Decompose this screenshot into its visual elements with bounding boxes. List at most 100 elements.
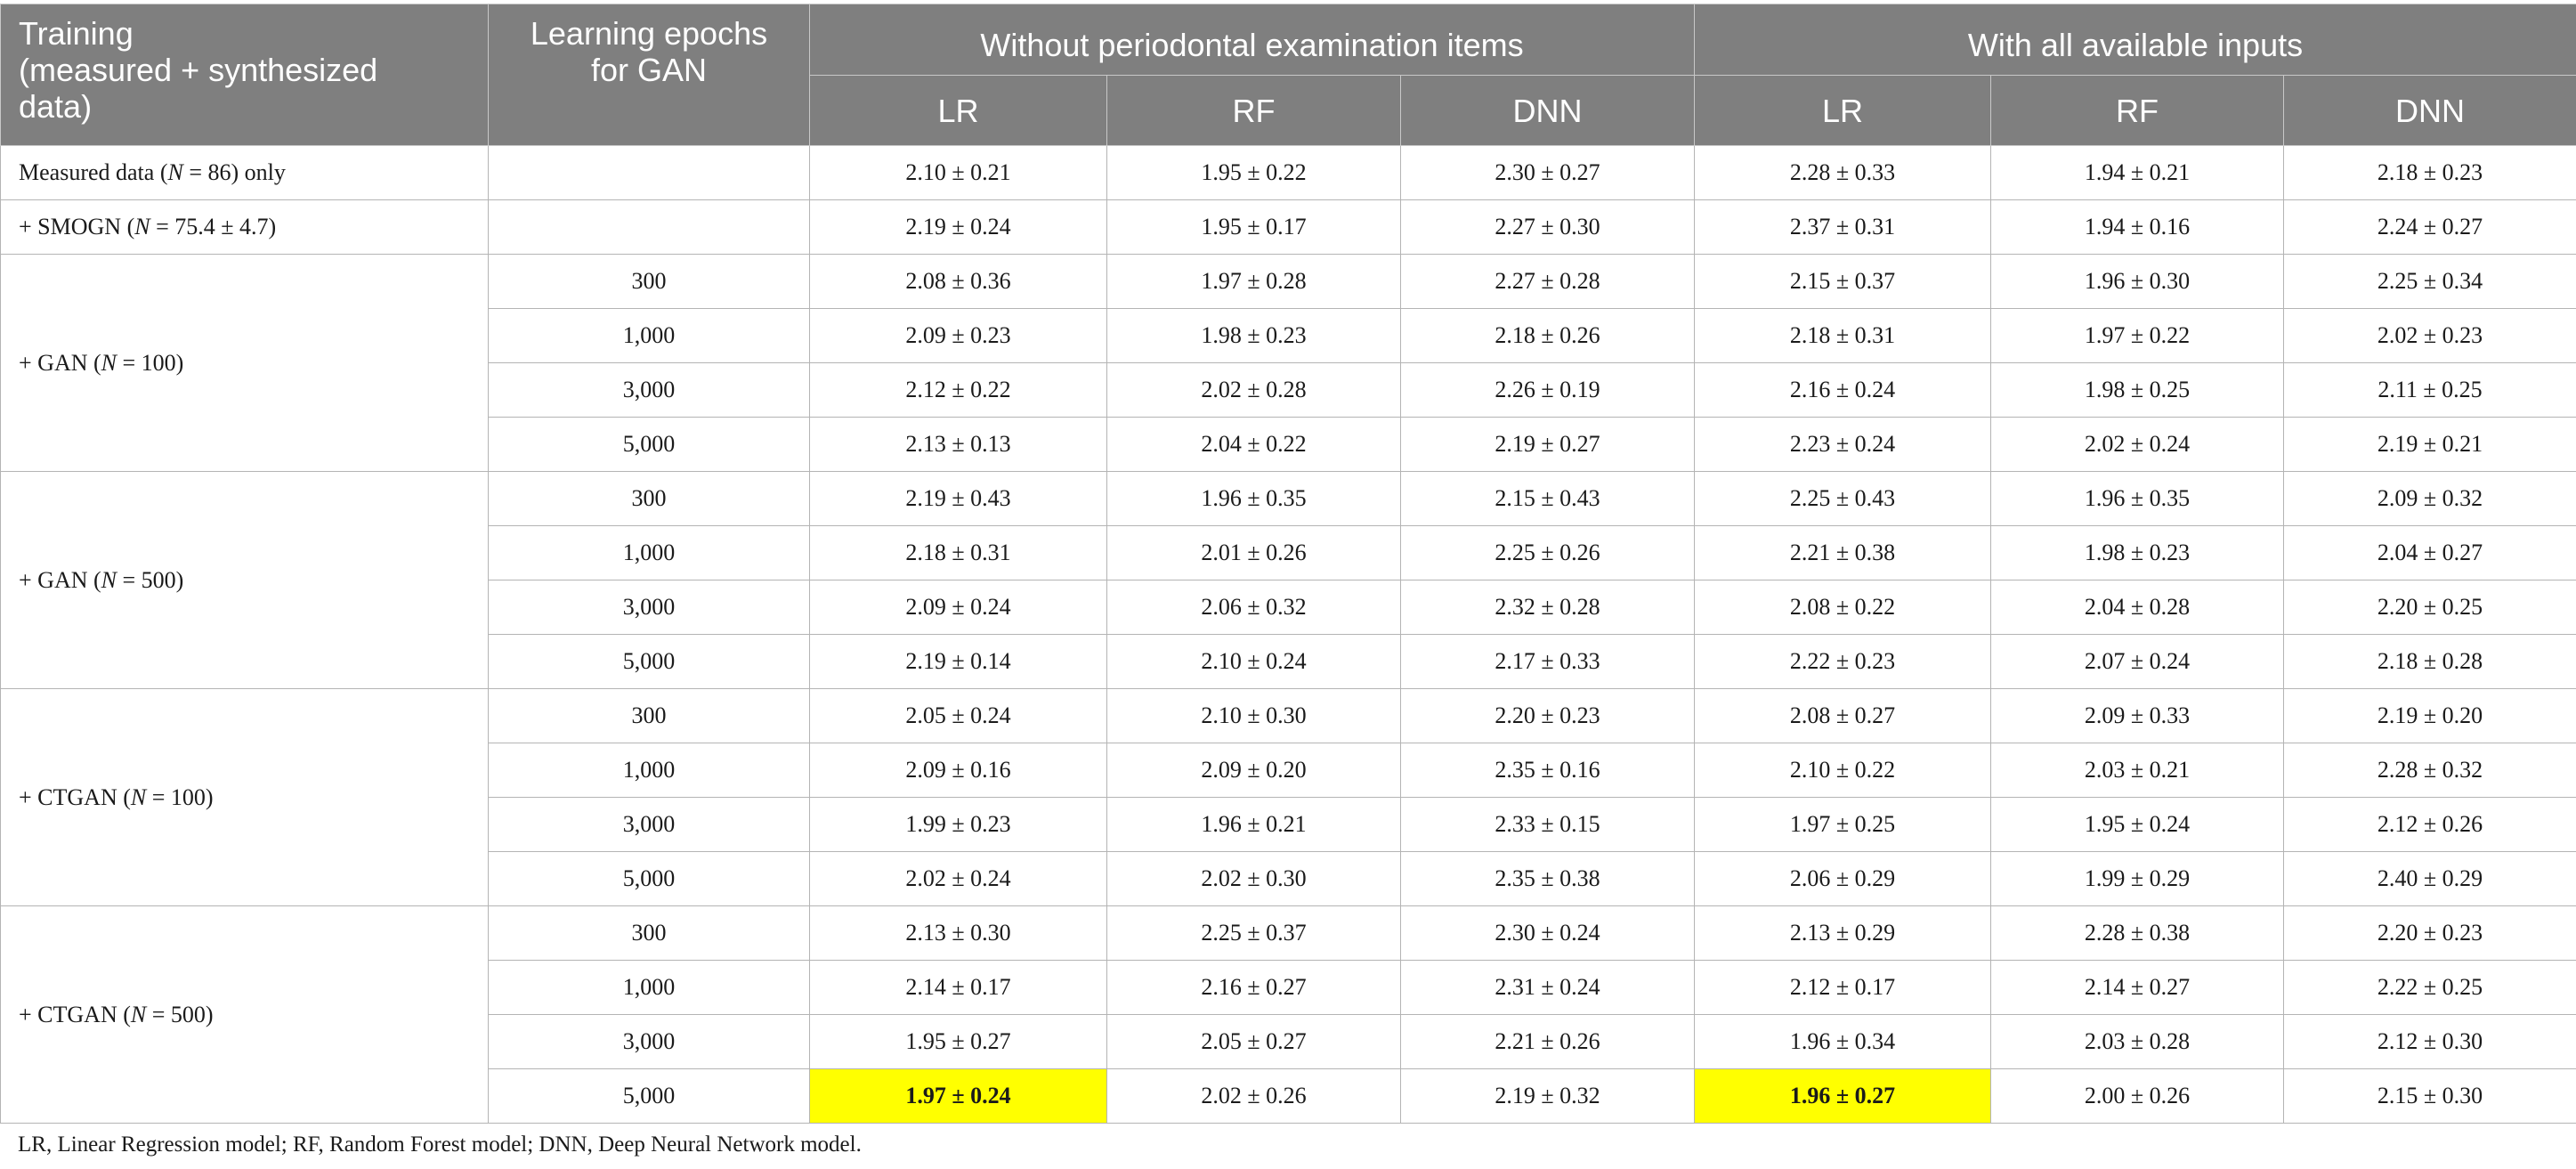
value-cell: 2.22 ± 0.25 (2283, 960, 2576, 1015)
value-cell: 2.09 ± 0.20 (1106, 743, 1401, 798)
table-row: 1,000 2.09 ± 0.16 2.09 ± 0.20 2.35 ± 0.1… (1, 743, 2576, 798)
value-cell: 2.00 ± 0.26 (1990, 1068, 2285, 1124)
value-cell: 2.32 ± 0.28 (1399, 580, 1696, 635)
value-cell: 2.19 ± 0.14 (809, 634, 1107, 689)
header-epochs: Learning epochs for GAN (488, 4, 810, 146)
value-cell: 2.14 ± 0.27 (1990, 960, 2285, 1015)
value-cell: 2.03 ± 0.28 (1990, 1014, 2285, 1069)
value-cell: 2.15 ± 0.37 (1694, 254, 1992, 309)
value-cell: 1.98 ± 0.23 (1106, 308, 1401, 363)
value-cell: 2.10 ± 0.22 (1694, 743, 1992, 798)
value-cell: 2.23 ± 0.24 (1694, 417, 1992, 472)
value-cell: 2.20 ± 0.25 (2283, 580, 2576, 635)
header-model-rf: RF (1990, 75, 2285, 146)
epochs-cell: 3,000 (488, 580, 810, 635)
value-cell: 1.96 ± 0.35 (1990, 471, 2285, 526)
value-cell: 2.33 ± 0.15 (1399, 797, 1696, 852)
table-row: 5,000 1.97 ± 0.24 2.02 ± 0.26 2.19 ± 0.3… (1, 1068, 2576, 1124)
value-cell: 2.02 ± 0.24 (1990, 417, 2285, 472)
value-cell: 2.19 ± 0.20 (2283, 688, 2576, 743)
epochs-cell: 5,000 (488, 634, 810, 689)
value-cell: 1.98 ± 0.25 (1990, 362, 2285, 418)
value-cell: 1.97 ± 0.25 (1694, 797, 1992, 852)
value-cell: 2.28 ± 0.38 (1990, 905, 2285, 961)
table-row: + CTGAN (N = 100) 300 2.05 ± 0.24 2.10 ±… (0, 688, 2576, 906)
header-epochs-line2: for GAN (590, 52, 708, 88)
value-cell: 2.37 ± 0.31 (1694, 199, 1992, 255)
table-row: 1,000 2.18 ± 0.31 2.01 ± 0.26 2.25 ± 0.2… (1, 525, 2576, 580)
value-cell: 2.13 ± 0.30 (809, 905, 1107, 961)
value-cell: 2.18 ± 0.26 (1399, 308, 1696, 363)
value-cell: 2.30 ± 0.24 (1399, 905, 1696, 961)
value-cell: 2.15 ± 0.43 (1399, 471, 1696, 526)
value-cell: 2.06 ± 0.32 (1106, 580, 1401, 635)
value-cell: 2.20 ± 0.23 (1399, 688, 1696, 743)
epochs-cell: 300 (488, 688, 810, 743)
value-cell: 1.96 ± 0.35 (1106, 471, 1401, 526)
value-cell: 2.09 ± 0.32 (2283, 471, 2576, 526)
value-cell: 2.09 ± 0.23 (809, 308, 1107, 363)
value-cell: 2.11 ± 0.25 (2283, 362, 2576, 418)
value-cell: 1.94 ± 0.16 (1990, 199, 2285, 255)
table-row: + GAN (N = 100) 300 2.08 ± 0.36 1.97 ± 0… (0, 254, 2576, 472)
header-model-dnn: DNN (2283, 75, 2576, 146)
value-cell: 2.01 ± 0.26 (1106, 525, 1401, 580)
training-label: Measured data (N = 86) only (0, 145, 489, 200)
value-cell: 1.95 ± 0.17 (1106, 199, 1401, 255)
value-cell: 2.12 ± 0.30 (2283, 1014, 2576, 1069)
table-row: 3,000 1.99 ± 0.23 1.96 ± 0.21 2.33 ± 0.1… (1, 797, 2576, 852)
header-model-lr: LR (809, 75, 1107, 146)
training-label: + CTGAN (N = 500) (0, 905, 489, 1124)
results-table: Training (measured + synthesized data) L… (0, 4, 2576, 1124)
value-cell: 2.19 ± 0.27 (1399, 417, 1696, 472)
header-group-with: With all available inputs (1694, 4, 2576, 76)
value-cell: 2.02 ± 0.26 (1106, 1068, 1401, 1124)
table-row: 5,000 2.13 ± 0.13 2.04 ± 0.22 2.19 ± 0.2… (1, 417, 2576, 472)
value-cell: 2.19 ± 0.21 (2283, 417, 2576, 472)
value-cell: 2.04 ± 0.27 (2283, 525, 2576, 580)
value-cell: 2.27 ± 0.30 (1399, 199, 1696, 255)
epochs-cell: 5,000 (488, 417, 810, 472)
value-cell: 2.27 ± 0.28 (1399, 254, 1696, 309)
value-cell: 1.97 ± 0.22 (1990, 308, 2285, 363)
table-row: 5,000 2.19 ± 0.14 2.10 ± 0.24 2.17 ± 0.3… (1, 634, 2576, 689)
value-cell: 2.12 ± 0.22 (809, 362, 1107, 418)
value-cell: 2.35 ± 0.38 (1399, 851, 1696, 906)
value-cell: 1.97 ± 0.28 (1106, 254, 1401, 309)
epochs-cell: 5,000 (488, 851, 810, 906)
epochs-cell (488, 199, 810, 255)
value-cell: 2.05 ± 0.27 (1106, 1014, 1401, 1069)
value-cell: 2.26 ± 0.19 (1399, 362, 1696, 418)
value-cell: 2.13 ± 0.29 (1694, 905, 1992, 961)
highlighted-value-cell: 1.96 ± 0.27 (1694, 1068, 1992, 1124)
value-cell: 2.05 ± 0.24 (809, 688, 1107, 743)
epochs-cell: 3,000 (488, 362, 810, 418)
value-cell: 2.04 ± 0.28 (1990, 580, 2285, 635)
value-cell: 2.16 ± 0.27 (1106, 960, 1401, 1015)
training-label: + CTGAN (N = 100) (0, 688, 489, 906)
value-cell: 2.25 ± 0.34 (2283, 254, 2576, 309)
training-label: + GAN (N = 500) (0, 471, 489, 689)
header-training-line3: data) (19, 88, 93, 125)
value-cell: 1.96 ± 0.21 (1106, 797, 1401, 852)
value-cell: 2.09 ± 0.33 (1990, 688, 2285, 743)
value-cell: 2.25 ± 0.37 (1106, 905, 1401, 961)
value-cell: 2.02 ± 0.24 (809, 851, 1107, 906)
table-row: 3,000 1.95 ± 0.27 2.05 ± 0.27 2.21 ± 0.2… (1, 1014, 2576, 1069)
value-cell: 1.96 ± 0.34 (1694, 1014, 1992, 1069)
value-cell: 1.96 ± 0.30 (1990, 254, 2285, 309)
epochs-cell: 5,000 (488, 1068, 810, 1124)
value-cell: 2.08 ± 0.27 (1694, 688, 1992, 743)
value-cell: 2.18 ± 0.23 (2283, 145, 2576, 200)
table-row: 1,000 2.14 ± 0.17 2.16 ± 0.27 2.31 ± 0.2… (1, 960, 2576, 1015)
value-cell: 2.24 ± 0.27 (2283, 199, 2576, 255)
training-label: + GAN (N = 100) (0, 254, 489, 472)
table-row: + GAN (N = 500) 300 2.19 ± 0.43 1.96 ± 0… (0, 471, 2576, 689)
value-cell: 2.10 ± 0.24 (1106, 634, 1401, 689)
epochs-cell: 3,000 (488, 797, 810, 852)
value-cell: 1.95 ± 0.22 (1106, 145, 1401, 200)
epochs-cell: 1,000 (488, 308, 810, 363)
value-cell: 2.08 ± 0.22 (1694, 580, 1992, 635)
value-cell: 2.17 ± 0.33 (1399, 634, 1696, 689)
value-cell: 2.04 ± 0.22 (1106, 417, 1401, 472)
